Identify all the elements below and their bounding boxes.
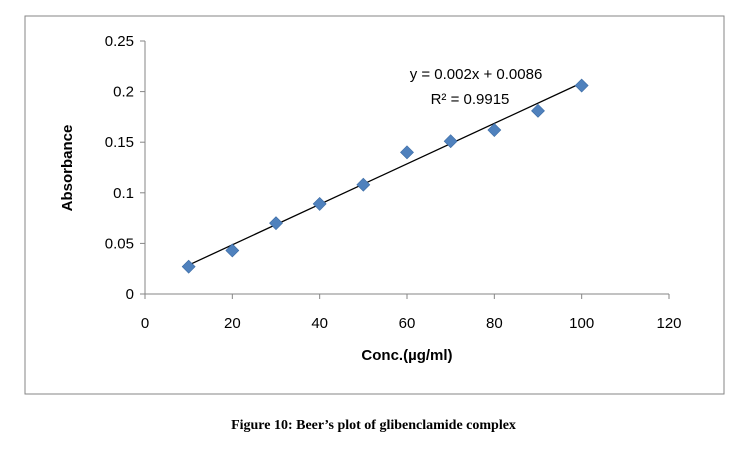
y-axis-title: Absorbance [59, 125, 76, 212]
x-axis-title: Conc.(µg/ml) [361, 347, 452, 364]
x-tick-label: 20 [224, 315, 241, 332]
x-tick-label: 40 [311, 315, 328, 332]
data-point [312, 197, 327, 211]
x-axis-ticks: 0 20 40 60 80 100 120 [141, 294, 682, 332]
data-point [443, 134, 458, 149]
y-axis-ticks: 0 0.05 0.1 0.15 0.2 0.25 [105, 33, 145, 303]
data-point [487, 123, 502, 137]
data-point [356, 177, 371, 192]
r-squared-label: R² = 0.9915 [431, 91, 510, 108]
data-point [181, 259, 196, 274]
chart-border [24, 15, 725, 395]
x-tick-label: 60 [399, 315, 416, 332]
y-tick-label: 0.1 [113, 185, 134, 202]
y-tick-label: 0.05 [105, 235, 134, 252]
data-point [574, 78, 589, 93]
trendline-equation: y = 0.002x + 0.0086 [410, 66, 543, 83]
x-tick-label: 0 [141, 315, 149, 332]
figure-caption: Figure 10: Beer’s plot of glibenclamide … [231, 418, 516, 433]
y-tick-label: 0 [126, 286, 134, 303]
data-points [181, 78, 589, 274]
data-point [269, 216, 283, 231]
x-tick-label: 120 [656, 315, 681, 332]
x-tick-label: 100 [569, 315, 594, 332]
x-tick-label: 80 [486, 315, 503, 332]
data-point [225, 243, 240, 258]
y-tick-label: 0.25 [105, 33, 134, 50]
trendline [188, 82, 582, 266]
y-tick-label: 0.2 [113, 84, 134, 101]
data-point [400, 145, 414, 160]
y-tick-label: 0.15 [105, 134, 134, 151]
data-point [531, 103, 545, 118]
